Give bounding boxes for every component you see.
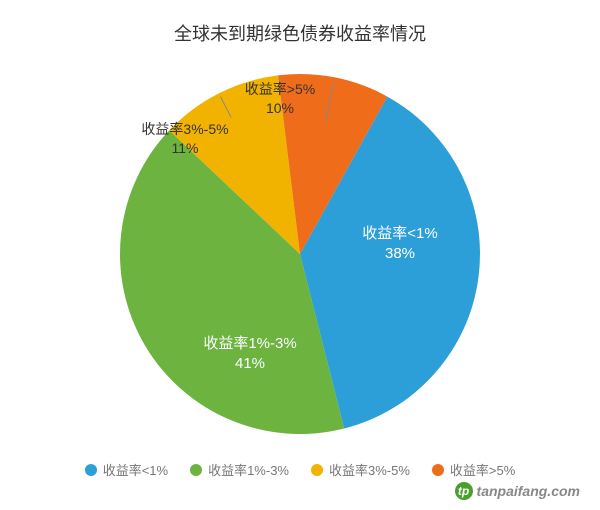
legend-swatch [85,464,97,476]
legend-item: 收益率<1% [85,460,168,479]
slice-label-pct: 11% [141,139,228,158]
legend-swatch [311,464,323,476]
legend-label: 收益率3%-5% [329,460,410,479]
pie-svg [0,0,600,510]
watermark: tp tanpaifang.com [455,482,580,500]
legend-label: 收益率1%-3% [208,460,289,479]
watermark-text: tanpaifang.com [477,483,580,499]
slice-label: 收益率<1%38% [362,224,437,265]
slice-label: 收益率1%-3%41% [203,334,296,375]
watermark-badge: tp [455,482,473,500]
legend-item: 收益率>5% [432,460,515,479]
slice-label-pct: 10% [245,99,315,118]
pie-chart-container: 全球未到期绿色债券收益率情况 收益率<1%38%收益率1%-3%41%收益率3%… [0,0,600,510]
slice-label: 收益率>5%10% [245,80,315,118]
legend-item: 收益率3%-5% [311,460,410,479]
slice-label-name: 收益率1%-3% [203,334,296,354]
slice-label-name: 收益率>5% [245,80,315,99]
legend-label: 收益率<1% [103,460,168,479]
slice-label-pct: 38% [362,244,437,264]
slice-label-name: 收益率3%-5% [141,120,228,139]
slice-label-pct: 41% [203,354,296,374]
slice-label: 收益率3%-5%11% [141,120,228,158]
legend-label: 收益率>5% [450,460,515,479]
legend-swatch [432,464,444,476]
legend: 收益率<1% 收益率1%-3% 收益率3%-5% 收益率>5% [0,460,600,479]
legend-swatch [190,464,202,476]
legend-item: 收益率1%-3% [190,460,289,479]
slice-label-name: 收益率<1% [362,224,437,244]
